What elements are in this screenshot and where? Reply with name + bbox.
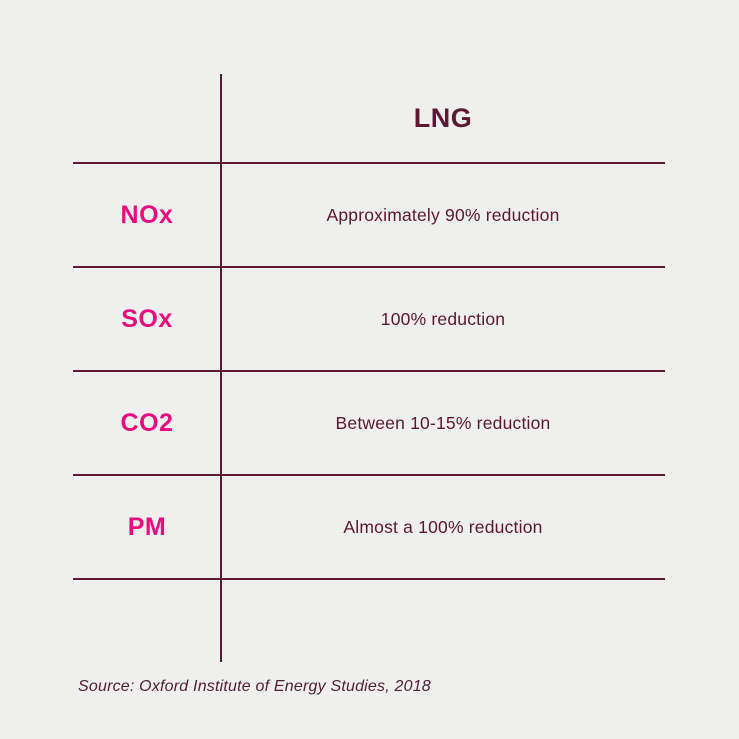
- row-label-pm: PM: [127, 512, 167, 541]
- row-value-sox: 100% reduction: [380, 308, 506, 329]
- row-label-co2: CO2: [120, 408, 174, 437]
- table-tail-row: [73, 580, 665, 664]
- column-divider-line: [220, 74, 222, 662]
- emissions-table: LNG NOx Approximately 90% reduction SOx …: [73, 74, 665, 664]
- table-row-pm: PM Almost a 100% reduction: [73, 476, 665, 580]
- table-row-co2: CO2 Between 10-15% reduction: [73, 372, 665, 476]
- table-row-sox: SOx 100% reduction: [73, 268, 665, 372]
- row-label-sox: SOx: [121, 304, 173, 333]
- row-value-co2: Between 10-15% reduction: [335, 412, 551, 433]
- table-header-row: LNG: [73, 74, 665, 164]
- row-value-nox: Approximately 90% reduction: [326, 204, 560, 225]
- row-label-nox: NOx: [120, 200, 174, 229]
- column-header-lng: LNG: [413, 102, 473, 133]
- row-value-pm: Almost a 100% reduction: [343, 516, 543, 537]
- source-citation: Source: Oxford Institute of Energy Studi…: [78, 678, 431, 695]
- table-row-nox: NOx Approximately 90% reduction: [73, 164, 665, 268]
